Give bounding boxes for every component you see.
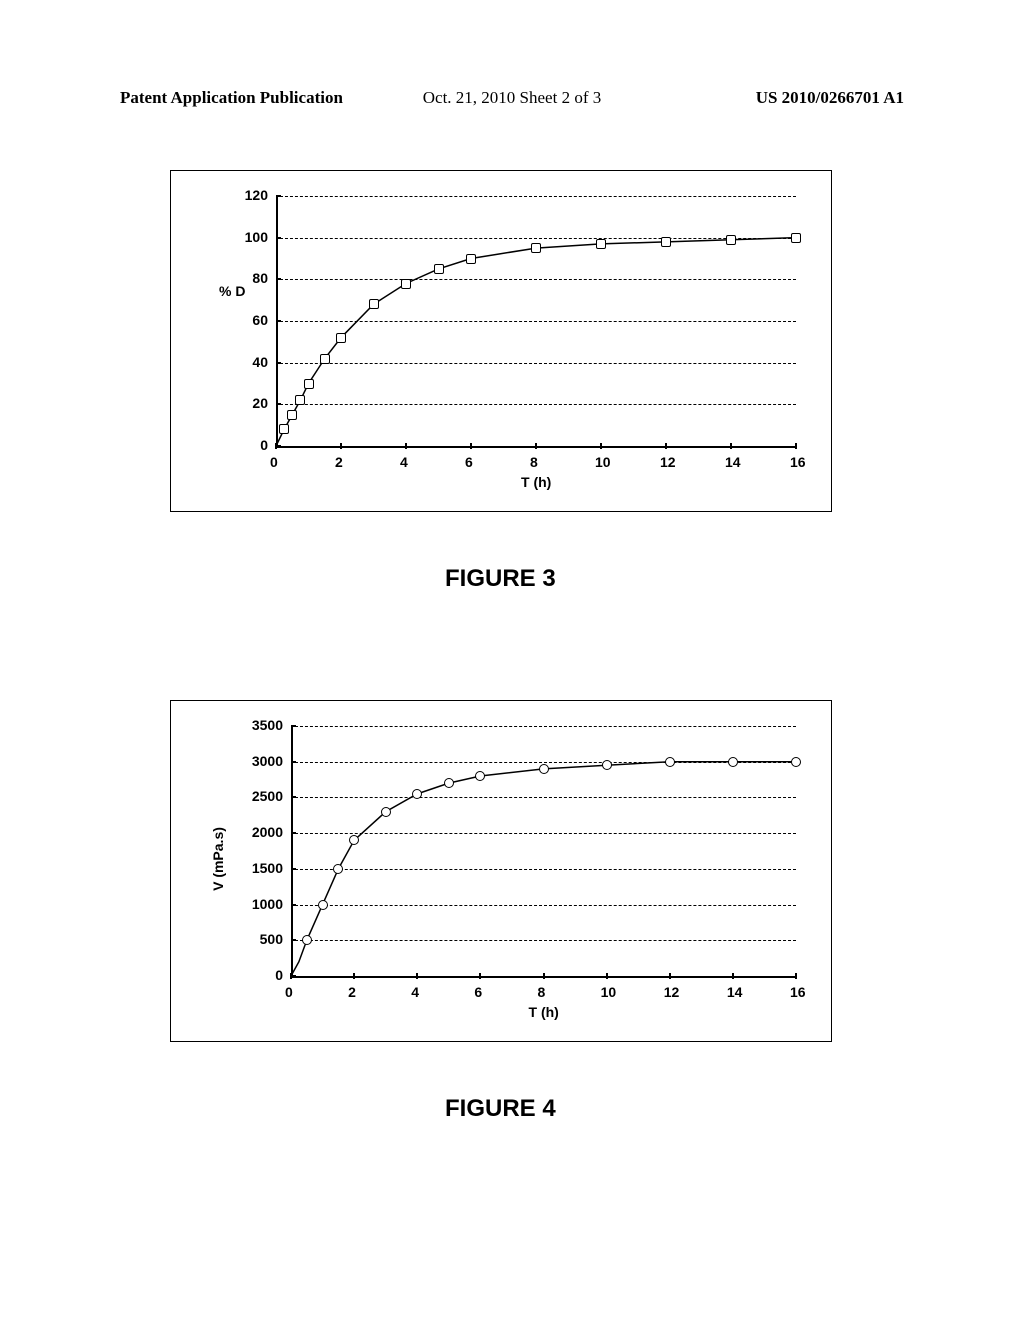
header: Patent Application Publication Oct. 21, … [0, 88, 1024, 108]
header-right: US 2010/0266701 A1 [756, 88, 904, 108]
data-marker [665, 757, 675, 767]
x-tick-label: 16 [790, 454, 806, 470]
header-center: Oct. 21, 2010 Sheet 2 of 3 [423, 88, 601, 108]
x-tick-label: 10 [601, 984, 617, 1000]
x-tick-label: 12 [660, 454, 676, 470]
data-marker [304, 379, 314, 389]
x-tick-label: 4 [411, 984, 419, 1000]
x-tick-label: 0 [270, 454, 278, 470]
x-tick-label: 12 [664, 984, 680, 1000]
data-marker [302, 935, 312, 945]
header-left: Patent Application Publication [120, 88, 343, 108]
x-tick-label: 0 [285, 984, 293, 1000]
data-marker [539, 764, 549, 774]
data-marker [728, 757, 738, 767]
data-marker [349, 835, 359, 845]
x-tick-label: 2 [335, 454, 343, 470]
x-tick-label: 14 [725, 454, 741, 470]
data-marker [475, 771, 485, 781]
data-marker [791, 757, 801, 767]
data-marker [602, 760, 612, 770]
data-marker [336, 333, 346, 343]
data-marker [726, 235, 736, 245]
x-tick-label: 8 [530, 454, 538, 470]
data-marker [320, 354, 330, 364]
x-tick-label: 16 [790, 984, 806, 1000]
data-marker [412, 789, 422, 799]
figure-4-label: FIGURE 4 [445, 1095, 556, 1123]
data-marker [369, 299, 379, 309]
data-marker [295, 395, 305, 405]
data-marker [791, 233, 801, 243]
data-marker [434, 264, 444, 274]
x-tick-label: 10 [595, 454, 611, 470]
x-tick-label: 6 [474, 984, 482, 1000]
x-axis-label: T (h) [521, 474, 551, 490]
data-marker [661, 237, 671, 247]
x-axis-label: T (h) [529, 1004, 559, 1020]
figure-3-chart: 0204060801001200246810121416T (h)% D [170, 170, 832, 512]
data-marker [444, 778, 454, 788]
data-marker [401, 279, 411, 289]
data-marker [287, 410, 297, 420]
data-marker [279, 424, 289, 434]
data-marker [596, 239, 606, 249]
data-marker [381, 807, 391, 817]
x-tick-label: 8 [538, 984, 546, 1000]
figure-4-chart: 0500100015002000250030003500024681012141… [170, 700, 832, 1042]
data-marker [466, 254, 476, 264]
data-marker [333, 864, 343, 874]
data-marker [531, 243, 541, 253]
x-tick-label: 2 [348, 984, 356, 1000]
x-tick-label: 4 [400, 454, 408, 470]
x-tick-label: 14 [727, 984, 743, 1000]
figure-3-label: FIGURE 3 [445, 565, 556, 593]
x-tick-label: 6 [465, 454, 473, 470]
page: Patent Application Publication Oct. 21, … [0, 0, 1024, 1320]
data-marker [318, 900, 328, 910]
